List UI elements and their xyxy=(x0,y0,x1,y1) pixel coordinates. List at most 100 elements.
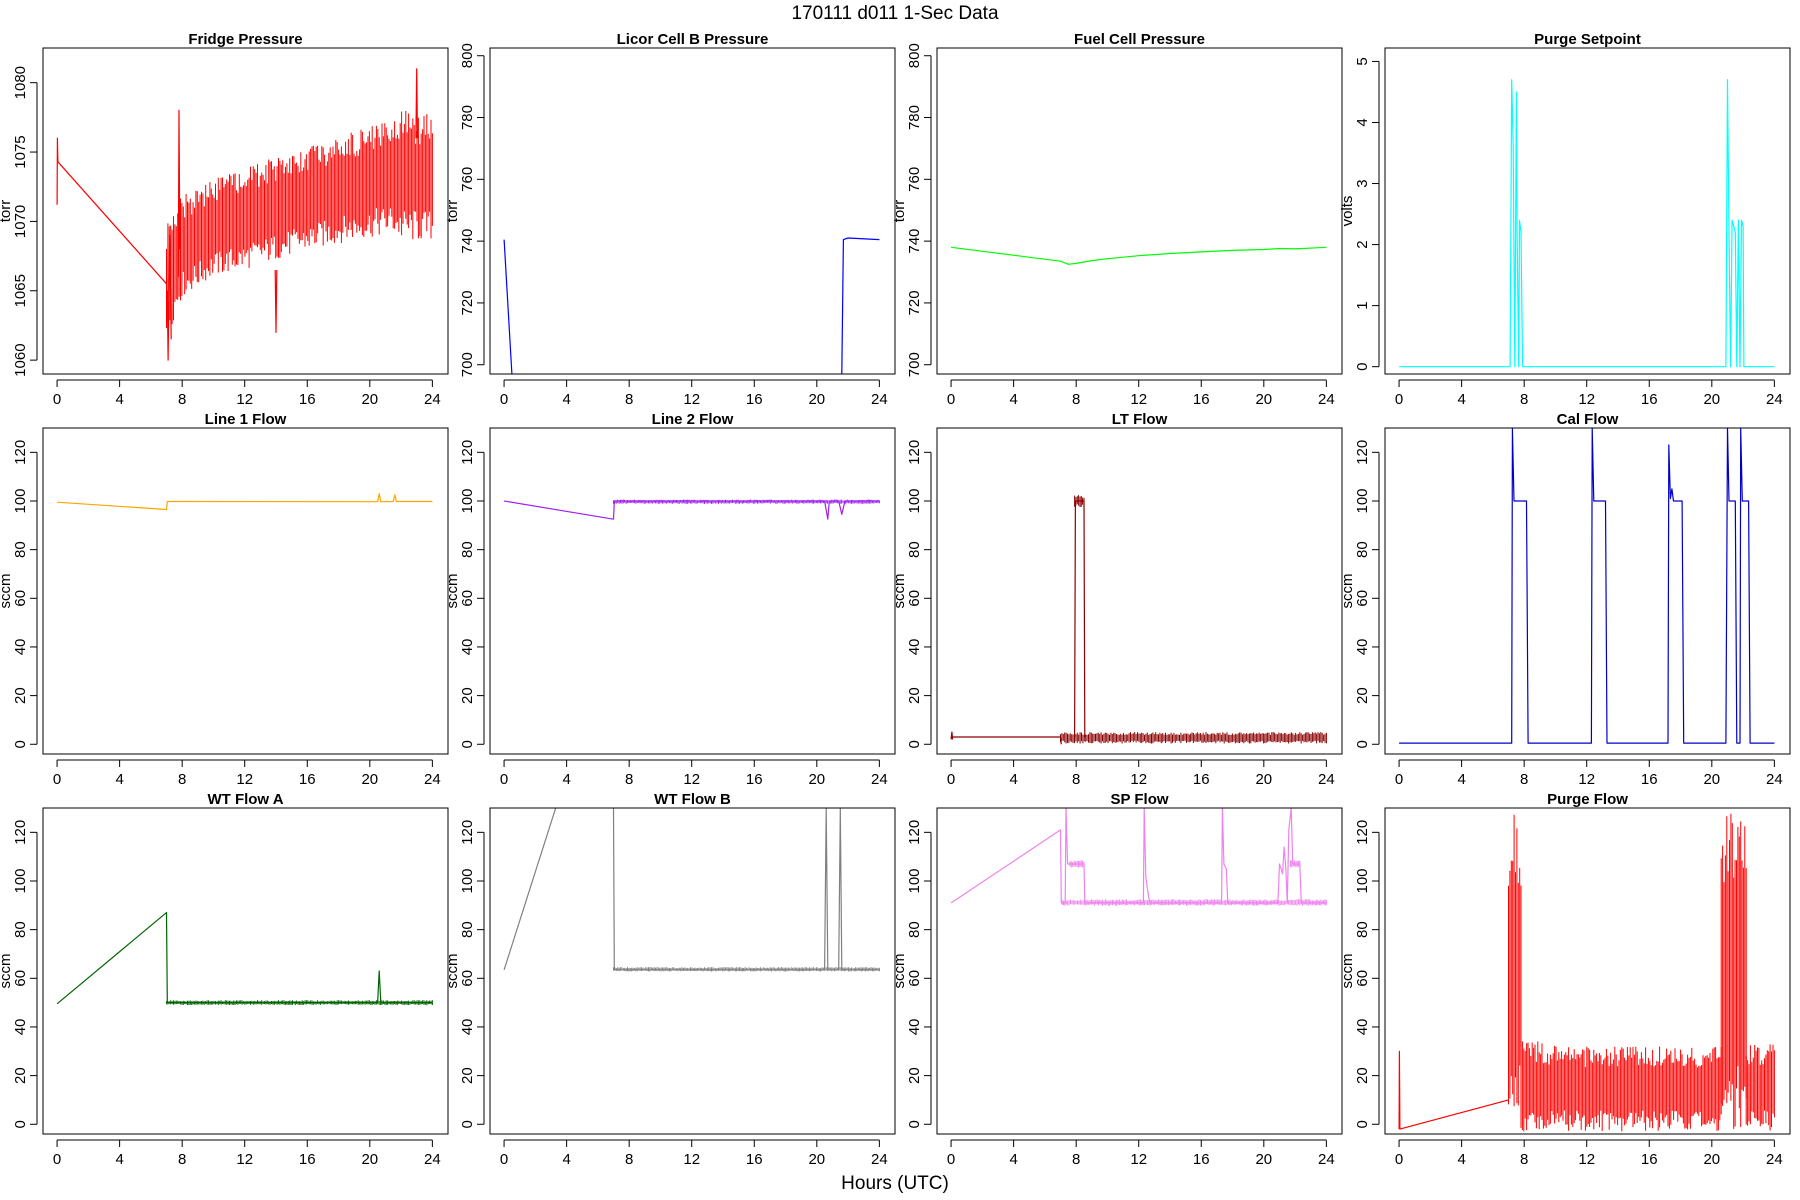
panel-title-licor-cell-b-pressure: Licor Cell B Pressure xyxy=(617,31,769,48)
plot-frame xyxy=(936,807,1343,1135)
panel-licor-cell-b-pressure: Licor Cell B Pressure 0 4 8 12 16 20 24 700 720 74… xyxy=(444,31,896,408)
x-tick-label: 24 xyxy=(1318,771,1335,788)
series-line xyxy=(1399,428,1775,744)
plot-area-line-2-flow xyxy=(504,499,880,520)
y-tick-label: 760 xyxy=(906,167,923,192)
x-axis-sp-flow: 0 4 8 12 16 20 24 xyxy=(947,1139,1335,1168)
y-axis-line-2-flow: 0 20 40 60 80 100 120 xyxy=(459,440,485,748)
series-line xyxy=(503,808,557,970)
x-tick-label: 8 xyxy=(625,391,633,408)
x-tick-label: 20 xyxy=(1703,391,1720,408)
x-axis-title: Hours (UTC) xyxy=(841,1173,949,1194)
x-tick-label: 16 xyxy=(299,771,316,788)
x-tick-label: 4 xyxy=(562,1151,570,1168)
y-tick-label: 120 xyxy=(12,820,29,845)
plot-frame xyxy=(42,427,449,755)
y-tick-label: 80 xyxy=(12,921,29,938)
y-tick-label: 20 xyxy=(12,1067,29,1084)
plot-area-cal-flow xyxy=(1399,428,1775,744)
y-tick-label: 800 xyxy=(459,43,476,68)
x-tick-label: 24 xyxy=(871,391,888,408)
x-tick-label: 0 xyxy=(53,391,61,408)
x-tick-label: 4 xyxy=(1009,771,1017,788)
plot-area-fuel-cell-pressure xyxy=(951,246,1327,265)
y-tick-label: 20 xyxy=(906,687,923,704)
panel-title-line-2-flow: Line 2 Flow xyxy=(652,411,734,428)
y-axis-line-1-flow: 0 20 40 60 80 100 120 xyxy=(12,440,38,748)
y-tick-label: 100 xyxy=(459,488,476,513)
y-tick-label: 40 xyxy=(906,1019,923,1036)
y-tick-label: 80 xyxy=(906,541,923,558)
x-tick-label: 16 xyxy=(746,391,763,408)
y-tick-label: 700 xyxy=(459,352,476,377)
x-tick-label: 12 xyxy=(1578,1151,1595,1168)
x-tick-label: 8 xyxy=(1072,771,1080,788)
x-tick-label: 0 xyxy=(500,391,508,408)
y-tick-label: 120 xyxy=(12,440,29,465)
y-tick-label: 720 xyxy=(459,290,476,315)
x-tick-label: 4 xyxy=(562,391,570,408)
y-tick-label: 20 xyxy=(459,1067,476,1084)
y-tick-label: 100 xyxy=(1354,868,1371,893)
series-line xyxy=(56,137,167,285)
plot-area-sp-flow xyxy=(950,808,1327,906)
plot-area-purge-flow xyxy=(1398,813,1775,1132)
x-tick-label: 24 xyxy=(1766,771,1783,788)
x-tick-label: 20 xyxy=(361,1151,378,1168)
x-tick-label: 0 xyxy=(53,771,61,788)
y-tick-label: 720 xyxy=(906,290,923,315)
y-tick-label: 120 xyxy=(906,820,923,845)
x-axis-line-1-flow: 0 4 8 12 16 20 24 xyxy=(53,759,441,788)
x-tick-label: 0 xyxy=(1395,1151,1403,1168)
x-axis-cal-flow: 0 4 8 12 16 20 24 xyxy=(1395,759,1783,788)
x-tick-label: 4 xyxy=(1009,1151,1017,1168)
x-axis-wt-flow-a: 0 4 8 12 16 20 24 xyxy=(53,1139,441,1168)
plot-frame xyxy=(936,47,1343,375)
x-axis-purge-setpoint: 0 4 8 12 16 20 24 xyxy=(1395,379,1783,408)
y-tick-label: 0 xyxy=(459,740,476,748)
y-tick-label: 0 xyxy=(906,740,923,748)
panel-line-1-flow: Line 1 Flow 0 4 8 12 16 20 24 0 20 40 60 80 100 120 scc… xyxy=(0,411,449,788)
series-line xyxy=(1073,500,1086,738)
x-tick-label: 16 xyxy=(1641,1151,1658,1168)
series-line xyxy=(56,911,433,1005)
series-line xyxy=(503,239,513,374)
y-axis-label-fuel-cell-pressure: torr xyxy=(891,200,908,223)
series-line xyxy=(57,493,433,511)
x-tick-label: 20 xyxy=(1255,391,1272,408)
y-tick-label: 80 xyxy=(459,921,476,938)
panel-title-purge-setpoint: Purge Setpoint xyxy=(1534,31,1641,48)
panel-title-lt-flow: LT Flow xyxy=(1112,411,1168,428)
y-tick-label: 1080 xyxy=(12,66,29,99)
y-tick-label: 80 xyxy=(906,921,923,938)
y-tick-label: 20 xyxy=(906,1067,923,1084)
panel-line-2-flow: Line 2 Flow 0 4 8 12 16 20 24 0 20 40 60 80 100 120 scc… xyxy=(444,411,896,788)
plot-frame xyxy=(1384,47,1791,375)
y-tick-label: 40 xyxy=(906,639,923,656)
plot-frame xyxy=(1384,427,1791,755)
series-line xyxy=(950,731,954,740)
y-tick-label: 120 xyxy=(459,820,476,845)
panel-purge-flow: Purge Flow 0 4 8 12 16 20 24 0 20 40 60 80 100 120 sccm xyxy=(1339,791,1791,1168)
x-tick-label: 12 xyxy=(1130,1151,1147,1168)
x-tick-label: 4 xyxy=(115,391,123,408)
x-tick-label: 16 xyxy=(299,1151,316,1168)
plot-frame xyxy=(42,47,449,375)
x-axis-lt-flow: 0 4 8 12 16 20 24 xyxy=(947,759,1335,788)
y-axis-label-fridge-pressure: torr xyxy=(0,200,14,223)
y-axis-label-purge-setpoint: volts xyxy=(1339,196,1356,227)
x-tick-label: 0 xyxy=(947,1151,955,1168)
x-tick-label: 8 xyxy=(625,1151,633,1168)
y-tick-label: 100 xyxy=(906,488,923,513)
y-tick-label: 80 xyxy=(1354,541,1371,558)
y-tick-label: 120 xyxy=(1354,440,1371,465)
y-tick-label: 800 xyxy=(906,43,923,68)
plot-frame xyxy=(489,427,896,755)
y-tick-label: 120 xyxy=(1354,820,1371,845)
x-axis-wt-flow-b: 0 4 8 12 16 20 24 xyxy=(500,1139,888,1168)
y-tick-label: 4 xyxy=(1354,118,1371,126)
x-tick-label: 8 xyxy=(178,1151,186,1168)
series-line xyxy=(1399,79,1775,368)
x-tick-label: 12 xyxy=(236,1151,253,1168)
